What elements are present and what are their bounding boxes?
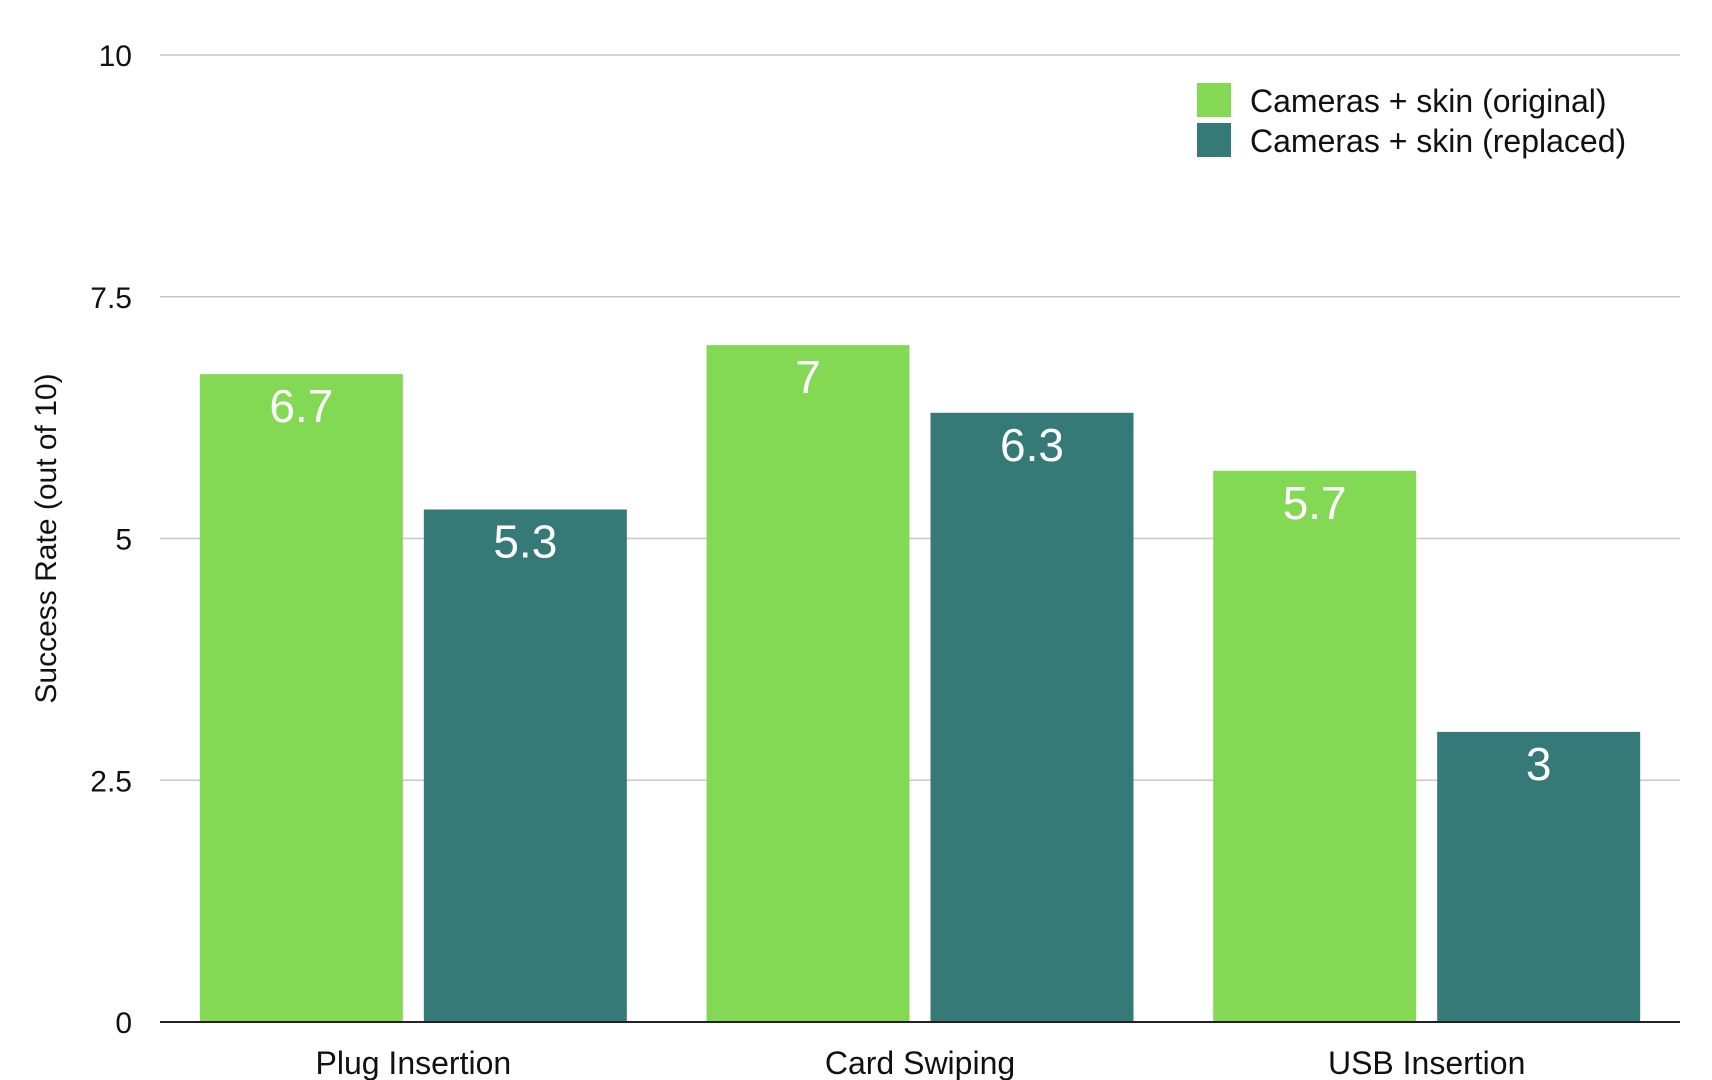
- x-category-label: Plug Insertion: [315, 1045, 511, 1080]
- bar: [1213, 470, 1417, 1022]
- bar-value-label: 5.3: [493, 515, 557, 567]
- bar-value-label: 6.7: [269, 380, 333, 432]
- axes: 0 2.5 5 7.5 10 Plug Insertion Card Swiping USB …: [90, 40, 1680, 1080]
- bar: [706, 345, 910, 1023]
- bar: [1437, 731, 1641, 1022]
- x-category-label: USB Insertion: [1328, 1045, 1525, 1080]
- x-category-label: Card Swiping: [825, 1045, 1015, 1080]
- y-tick-label: 10: [99, 40, 132, 73]
- y-tick-label: 5: [115, 524, 132, 557]
- bar: [199, 374, 403, 1022]
- gridlines: [160, 54, 1680, 781]
- legend-label: Cameras + skin (replaced): [1250, 123, 1626, 159]
- bar-value-label: 7: [795, 351, 821, 403]
- y-tick-label: 7.5: [90, 282, 132, 315]
- y-tick-label: 0: [115, 1007, 132, 1040]
- bar: [423, 509, 627, 1022]
- bar-value-label: 5.7: [1283, 477, 1347, 529]
- legend-swatch: [1197, 123, 1231, 157]
- legend-label: Cameras + skin (original): [1250, 83, 1607, 119]
- bars: 6.7 5.3 7 6.3 5.7 3: [199, 345, 1641, 1023]
- legend-swatch: [1197, 83, 1231, 117]
- y-tick-label: 2.5: [90, 765, 132, 798]
- bar-value-label: 3: [1526, 738, 1552, 790]
- bar-value-label: 6.3: [1000, 419, 1064, 471]
- bar: [930, 412, 1134, 1022]
- legend: Cameras + skin (original) Cameras + skin …: [1197, 83, 1626, 159]
- y-axis-title: Success Rate (out of 10): [30, 373, 63, 703]
